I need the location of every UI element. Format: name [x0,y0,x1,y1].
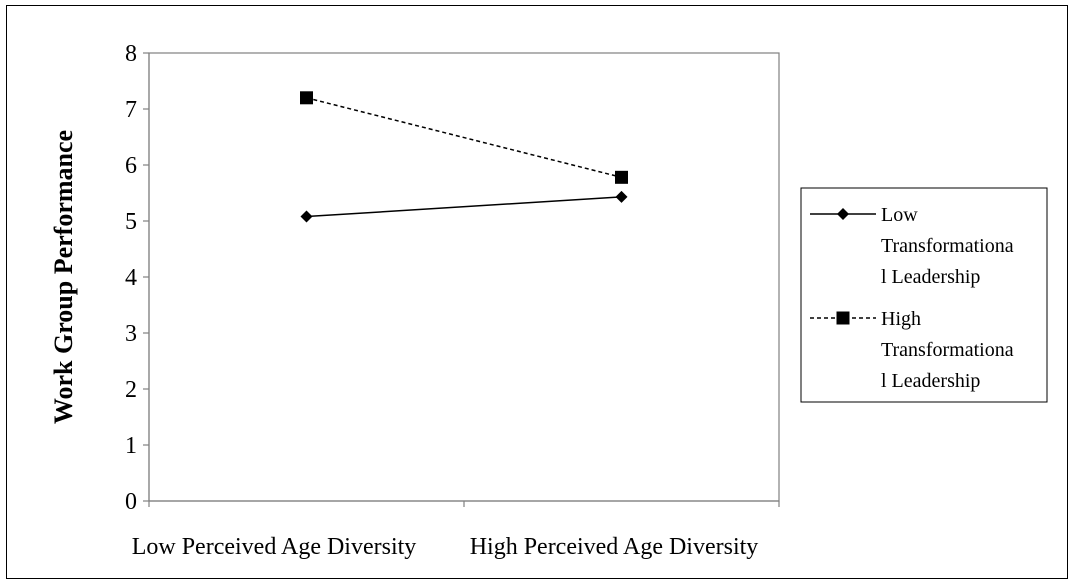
square-point [615,170,628,184]
y-tick-labels: 0 1 2 3 4 5 6 7 8 [125,41,137,515]
legend-label: l Leadership [881,266,980,288]
square-point [300,91,313,105]
series-lines [306,97,622,218]
legend-square-marker [836,311,850,325]
plot-area [148,52,780,502]
y-tick-label: 0 [125,489,137,515]
legend-label: l Leadership [881,370,980,392]
y-tick-label: 3 [125,321,137,347]
legend-label: Low [881,204,918,226]
y-tick-label: 8 [125,41,137,67]
series-line [306,196,622,218]
axes [143,52,780,507]
legend-label: Transformationa [881,235,1014,257]
y-tick-label: 2 [125,377,137,403]
x-tick-labels: Low Perceived Age Diversity High Perceive… [132,534,759,560]
legend: Low Transformationa l Leadership High Transf… [810,204,1014,392]
legend-box [800,187,1048,403]
y-tick-label: 6 [125,153,137,179]
y-tick-label: 1 [125,433,137,459]
series-markers [300,91,628,223]
legend-label: High [881,308,921,330]
x-tick-label: High Perceived Age Diversity [470,534,759,560]
diamond-point [615,190,628,203]
y-tick-label: 5 [125,209,137,235]
series-line [306,97,622,179]
legend-diamond-marker [837,208,849,220]
diamond-point [300,210,313,223]
legend-label: Transformationa [881,339,1014,361]
x-tick-label: Low Perceived Age Diversity [132,534,417,560]
y-axis-label: Work Group Performance [49,130,78,424]
y-tick-label: 7 [125,97,137,123]
chart-frame [6,5,1068,579]
y-tick-label: 4 [125,265,137,291]
